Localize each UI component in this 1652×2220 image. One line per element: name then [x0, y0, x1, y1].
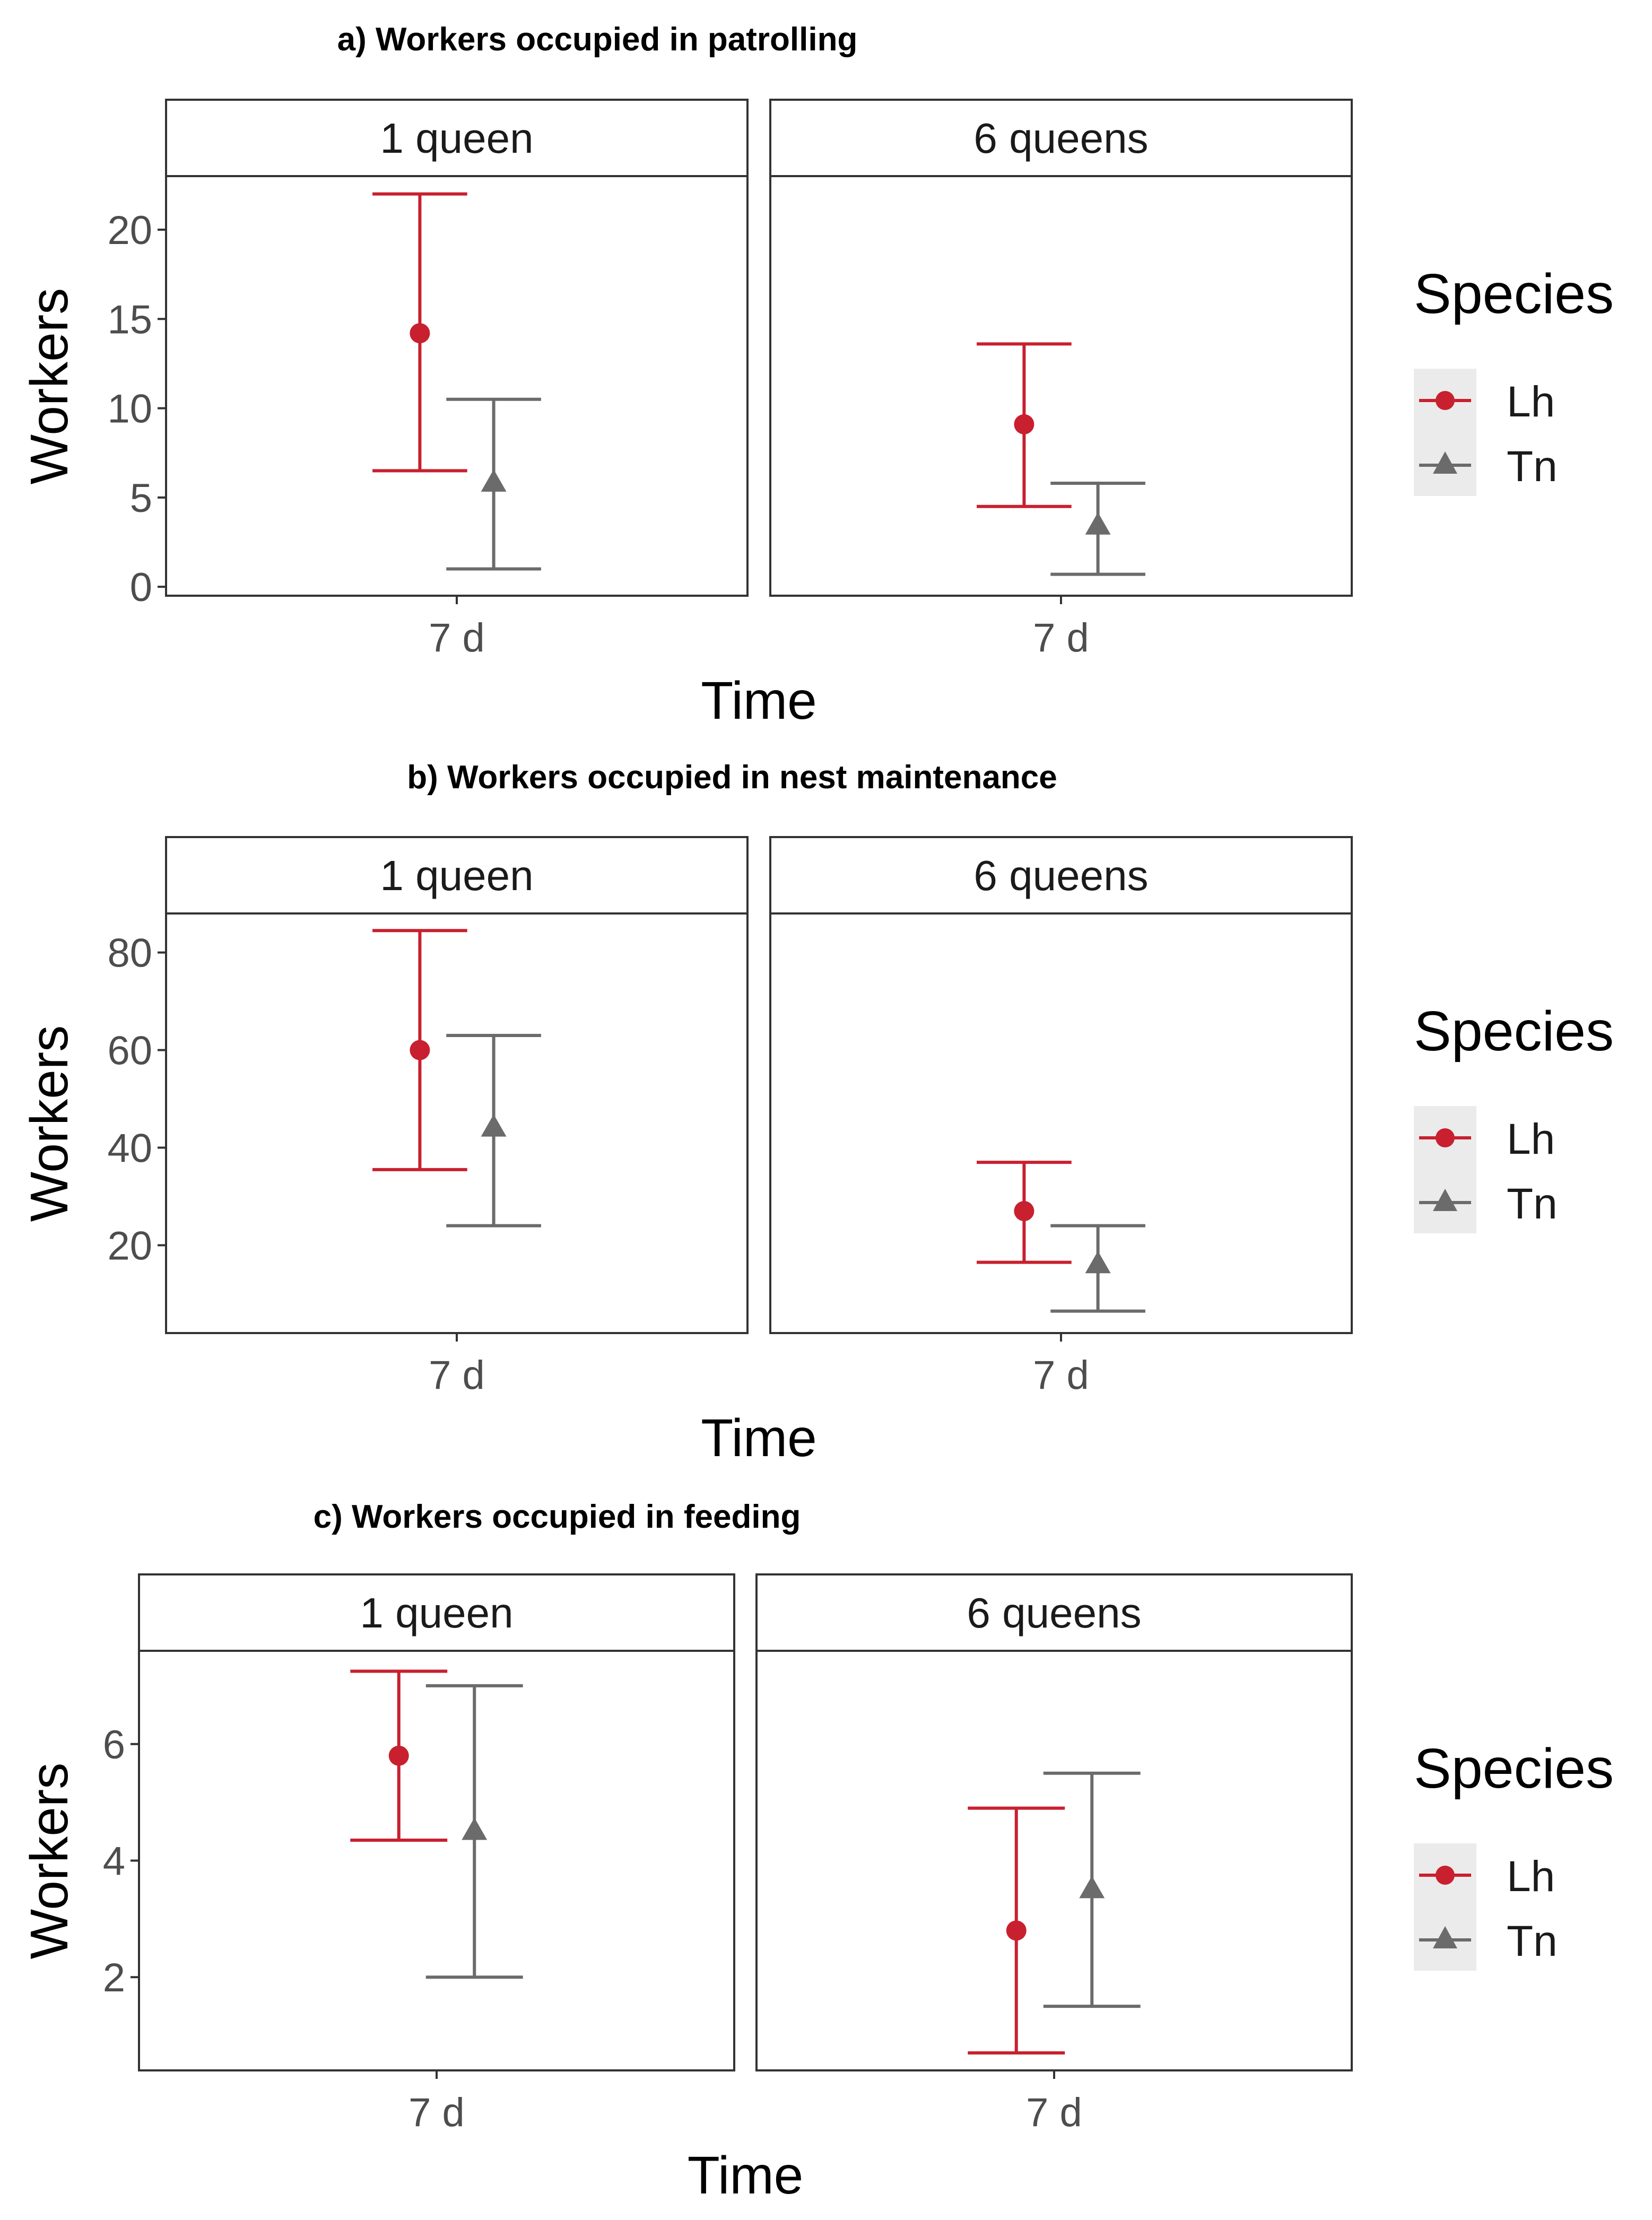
legend-key-triangle [1433, 1926, 1457, 1948]
legend-key-background [1414, 1106, 1476, 1233]
y-axis-label: Workers [20, 1763, 79, 1959]
series-lh [977, 342, 1072, 508]
legend-label-tn: Tn [1507, 1180, 1558, 1228]
facet-label: 6 queens [973, 115, 1148, 162]
point-tn [481, 469, 507, 492]
chart-title: b) Workers occupied in nest maintenance [407, 759, 1057, 796]
y-tick-label: 20 [107, 1223, 152, 1268]
series-tn [425, 1684, 523, 1979]
x-tick-label: 7 d [429, 615, 485, 660]
legend-label-tn: Tn [1507, 442, 1558, 491]
series-lh [372, 929, 467, 1171]
legend-title: Species [1414, 1737, 1614, 1800]
legend-key-triangle [1433, 451, 1457, 474]
chart-0: a) Workers occupied in patrolling Workers… [20, 21, 1614, 730]
facet-label: 1 queen [360, 1589, 513, 1636]
point-tn [1085, 1251, 1111, 1274]
point-lh [1014, 414, 1034, 434]
y-tick-label: 2 [103, 1955, 125, 2000]
legend-key-background [1414, 369, 1476, 496]
facet-strip [138, 1573, 735, 1652]
legend-key-circle [1436, 391, 1455, 410]
series-lh [350, 1669, 448, 1842]
facet-panel: 6 queens 7 d [769, 836, 1353, 1398]
panel-border [165, 912, 749, 1334]
series-lh [372, 192, 467, 473]
legend-key-background [1414, 1843, 1476, 1971]
series-tn [1050, 481, 1145, 576]
series-tn [1050, 1224, 1145, 1313]
x-tick-label: 7 d [1033, 615, 1089, 660]
legend: Species Lh Tn [1414, 263, 1614, 496]
legend-label-lh: Lh [1507, 1852, 1555, 1901]
legend-key-triangle [1433, 1189, 1457, 1211]
panel-border [769, 912, 1353, 1334]
facet-panel: 6 queens 7 d [755, 1573, 1353, 2135]
y-tick-label: 10 [107, 387, 152, 432]
series-tn [446, 397, 541, 571]
point-lh [1006, 1920, 1027, 1941]
facet-label: 1 queen [380, 115, 533, 162]
facet-panel: 1 queen 7 d [165, 99, 749, 660]
y-tick-label: 40 [107, 1126, 152, 1171]
y-tick-label: 15 [107, 297, 152, 342]
point-tn [462, 1817, 488, 1840]
point-lh [410, 323, 430, 344]
legend: Species Lh Tn [1414, 1737, 1614, 1971]
legend-title: Species [1414, 1000, 1614, 1063]
x-tick-label: 7 d [1033, 1353, 1089, 1398]
legend-title: Species [1414, 263, 1614, 325]
facet-label: 6 queens [967, 1589, 1141, 1636]
point-tn [1085, 512, 1111, 535]
legend-key-circle [1436, 1866, 1455, 1885]
x-axis-label: Time [701, 1408, 817, 1468]
facet-panel: 1 queen 7 d [138, 1573, 735, 2135]
point-lh [388, 1745, 409, 1766]
point-tn [1079, 1876, 1105, 1899]
facet-label: 6 queens [973, 852, 1148, 899]
y-tick-label: 20 [107, 208, 152, 253]
y-tick-label: 4 [103, 1839, 125, 1884]
panel-border [769, 175, 1353, 597]
x-axis-label: Time [701, 671, 817, 730]
panel-border [138, 1650, 735, 2071]
series-tn [1043, 1771, 1141, 2008]
facet-strip [769, 836, 1353, 915]
facet-strip [769, 99, 1353, 177]
point-lh [1014, 1201, 1034, 1222]
x-axis-label: Time [688, 2146, 804, 2205]
series-lh [977, 1161, 1072, 1264]
y-tick-label: 0 [130, 565, 152, 610]
y-axis-label: Workers [20, 1025, 79, 1222]
y-tick-label: 80 [107, 931, 152, 976]
facet-strip [165, 99, 749, 177]
facet-panel: 1 queen 7 d [165, 836, 749, 1398]
facet-label: 1 queen [380, 852, 533, 899]
legend-label-lh: Lh [1507, 1115, 1555, 1163]
panel-border [165, 175, 749, 597]
chart-title: c) Workers occupied in feeding [314, 1499, 801, 1535]
x-tick-label: 7 d [429, 1353, 485, 1398]
series-lh [968, 1806, 1065, 2055]
chart-title: a) Workers occupied in patrolling [337, 21, 858, 58]
x-tick-label: 7 d [1026, 2090, 1082, 2135]
chart-2: c) Workers occupied in feeding Workers Tim… [20, 1499, 1614, 2205]
x-tick-label: 7 d [408, 2090, 465, 2135]
legend: Species Lh Tn [1414, 1000, 1614, 1233]
facet-panel: 6 queens 7 d [769, 99, 1353, 660]
legend-label-tn: Tn [1507, 1917, 1558, 1965]
y-axis-label: Workers [20, 288, 79, 484]
y-tick-label: 6 [103, 1722, 125, 1768]
chart-1: b) Workers occupied in nest maintenance W… [20, 759, 1614, 1468]
series-tn [446, 1033, 541, 1227]
point-lh [410, 1040, 430, 1060]
y-tick-label: 60 [107, 1029, 152, 1074]
point-tn [481, 1114, 507, 1137]
legend-key-circle [1436, 1128, 1455, 1147]
y-tick-label: 5 [130, 476, 152, 521]
facet-strip [165, 836, 749, 915]
legend-label-lh: Lh [1507, 378, 1555, 426]
facet-strip [755, 1573, 1353, 1652]
